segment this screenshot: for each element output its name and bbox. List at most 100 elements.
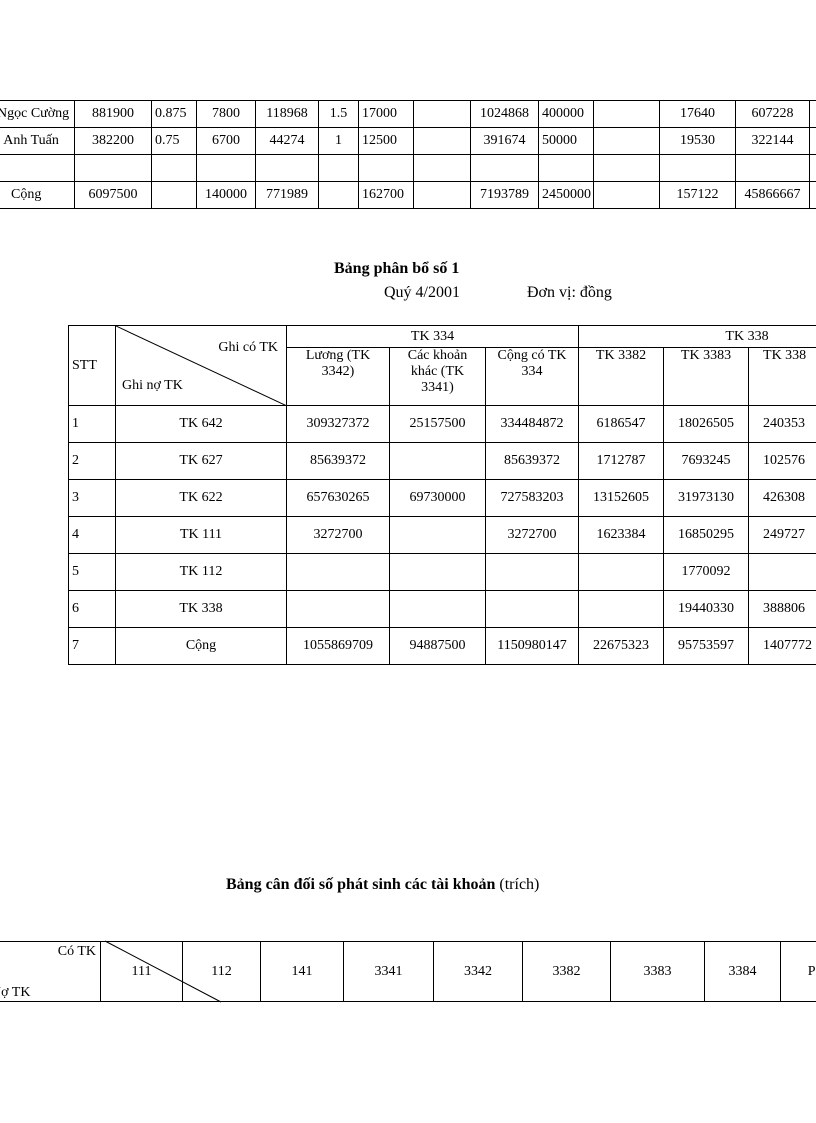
balance-col-header: 3383 bbox=[610, 941, 705, 1002]
cell bbox=[413, 127, 471, 155]
cell: 1 bbox=[318, 127, 359, 155]
cell bbox=[318, 154, 359, 182]
header-col: TK 338 bbox=[748, 347, 816, 406]
amount-cell: 3272700 bbox=[484, 516, 580, 554]
header-stt: STT bbox=[68, 325, 116, 406]
cell: 44274 bbox=[255, 127, 319, 155]
table-row bbox=[0, 154, 816, 182]
balance-credit-label: Có TK bbox=[57, 944, 96, 959]
cell: 45866667 bbox=[735, 181, 810, 209]
balance-title-main: Bảng cân đối số phát sinh các tài khoản bbox=[226, 876, 496, 893]
balance-debit-label: Nợ TK bbox=[0, 985, 31, 1000]
amount-cell bbox=[389, 442, 486, 480]
table-row: 6 TK 338 19440330 388806 bbox=[68, 590, 816, 628]
table-row: 4 TK 111 3272700 3272700 1623384 16850295 2497… bbox=[68, 516, 816, 554]
cell: 400000 bbox=[538, 100, 594, 128]
header-credit: Ghi có TK bbox=[218, 340, 278, 355]
balance-col-header: 111 bbox=[100, 941, 183, 1002]
cell bbox=[659, 154, 736, 182]
amount-cell: 657630265 bbox=[286, 479, 390, 517]
amount-cell: 31973130 bbox=[663, 479, 750, 517]
account-cell: TK 622 bbox=[115, 479, 287, 517]
stt-cell: 2 bbox=[68, 442, 116, 480]
allocation-unit: Đơn vị: đồng bbox=[527, 284, 612, 301]
balance-title-note: (trích) bbox=[499, 876, 540, 893]
amount-cell bbox=[484, 590, 580, 628]
cell bbox=[413, 100, 471, 128]
header-col: Cộng có TK 334 bbox=[484, 347, 580, 406]
cell: 391674 bbox=[470, 127, 539, 155]
cell: 140000 bbox=[196, 181, 256, 209]
row-label bbox=[0, 154, 75, 182]
row-label: Cộng bbox=[0, 181, 75, 209]
account-cell: TK 338 bbox=[115, 590, 287, 628]
cell bbox=[413, 181, 471, 209]
amount-cell: 1055869709 bbox=[286, 627, 390, 665]
allocation-period: Quý 4/2001 bbox=[384, 284, 460, 301]
cell bbox=[74, 154, 152, 182]
cell: 0.75 bbox=[151, 127, 197, 155]
header-group-tk334: TK 334 bbox=[285, 325, 580, 348]
amount-cell bbox=[286, 553, 390, 591]
account-cell: TK 111 bbox=[115, 516, 287, 554]
amount-cell bbox=[748, 553, 816, 591]
stt-cell: 3 bbox=[68, 479, 116, 517]
amount-cell: 19440330 bbox=[663, 590, 750, 628]
amount-cell bbox=[484, 553, 580, 591]
cell bbox=[593, 154, 660, 182]
cell: 6700 bbox=[196, 127, 256, 155]
amount-cell: 85639372 bbox=[484, 442, 580, 480]
account-cell: TK 112 bbox=[115, 553, 287, 591]
cell: 6097500 bbox=[74, 181, 152, 209]
cell: 17640 bbox=[659, 100, 736, 128]
cell: 607228 bbox=[735, 100, 810, 128]
amount-cell: 249727 bbox=[748, 516, 816, 554]
amount-cell bbox=[389, 590, 486, 628]
amount-cell: 6186547 bbox=[578, 405, 665, 443]
amount-cell bbox=[389, 516, 486, 554]
table-row: Ngọc Cường 881900 0.875 7800 118968 1.5 17000 1… bbox=[0, 100, 816, 128]
table-row: 7 Cộng 1055869709 94887500 1150980147 2267532… bbox=[68, 627, 816, 665]
header-debit: Ghi nợ TK bbox=[122, 378, 183, 393]
balance-col-header: 3342 bbox=[433, 941, 523, 1002]
amount-cell: 13152605 bbox=[578, 479, 665, 517]
stt-cell: 5 bbox=[68, 553, 116, 591]
cell bbox=[196, 154, 256, 182]
amount-cell: 3272700 bbox=[286, 516, 390, 554]
amount-cell: 95753597 bbox=[663, 627, 750, 665]
table-row: . Anh Tuấn 382200 0.75 6700 44274 1 12500 39167… bbox=[0, 127, 816, 155]
cell bbox=[735, 154, 810, 182]
balance-col-header: 112 bbox=[182, 941, 261, 1002]
cell bbox=[593, 100, 660, 128]
cell: 118968 bbox=[255, 100, 319, 128]
balance-table: Có TK Nợ TK 1111121413341334233823383338… bbox=[0, 941, 816, 1002]
amount-cell: 388806 bbox=[748, 590, 816, 628]
amount-cell: 94887500 bbox=[389, 627, 486, 665]
cell: 7800 bbox=[196, 100, 256, 128]
allocation-title: Bảng phân bổ số 1 bbox=[334, 260, 460, 277]
amount-cell: 240353 bbox=[748, 405, 816, 443]
row-label: Ngọc Cường bbox=[0, 100, 75, 128]
balance-col-header: PS bbox=[780, 941, 816, 1002]
amount-cell: 1407772 bbox=[748, 627, 816, 665]
balance-col-header: 141 bbox=[260, 941, 344, 1002]
cell: 19530 bbox=[659, 127, 736, 155]
amount-cell: 1712787 bbox=[578, 442, 665, 480]
balance-diagonal-header: Có TK Nợ TK bbox=[0, 941, 101, 1002]
allocation-table: STT Ghi có TK Ghi nợ TK TK 334 TK 338 Lư… bbox=[68, 325, 816, 665]
cell: 7193789 bbox=[470, 181, 539, 209]
amount-cell: 102576 bbox=[748, 442, 816, 480]
stt-cell: 6 bbox=[68, 590, 116, 628]
account-cell: Cộng bbox=[115, 627, 287, 665]
amount-cell: 334484872 bbox=[484, 405, 580, 443]
amount-cell bbox=[578, 590, 665, 628]
table-row: 1 TK 642 309327372 25157500 334484872 6186547… bbox=[68, 405, 816, 443]
stt-cell: 1 bbox=[68, 405, 116, 443]
table-row: 5 TK 112 1770092 bbox=[68, 553, 816, 591]
cell bbox=[809, 127, 816, 155]
amount-cell: 69730000 bbox=[389, 479, 486, 517]
amount-cell bbox=[578, 553, 665, 591]
amount-cell: 18026505 bbox=[663, 405, 750, 443]
header-col: Các khoản khác (TK 3341) bbox=[389, 347, 486, 406]
stt-cell: 7 bbox=[68, 627, 116, 665]
